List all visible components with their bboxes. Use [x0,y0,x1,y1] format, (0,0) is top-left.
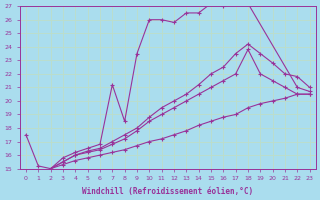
X-axis label: Windchill (Refroidissement éolien,°C): Windchill (Refroidissement éolien,°C) [82,187,253,196]
